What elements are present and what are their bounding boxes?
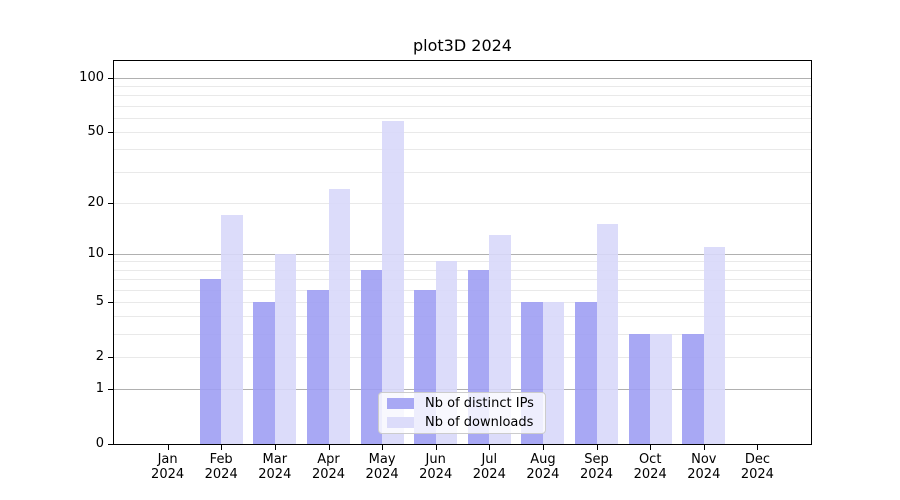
bar-distinct-ips: [682, 334, 704, 444]
bar-downloads: [542, 301, 565, 444]
y-tick-mark: [108, 389, 114, 390]
legend-item: Nb of downloads: [387, 415, 537, 430]
legend-swatch: [387, 398, 414, 409]
bar-distinct-ips: [575, 301, 597, 444]
x-tick-mark: [274, 444, 276, 450]
x-axis-tick-label: Apr 2024: [311, 452, 346, 482]
minor-gridline: [114, 149, 811, 151]
major-gridline: [114, 253, 811, 255]
x-tick-mark: [703, 444, 705, 450]
x-axis-tick-label: Jul 2024: [472, 452, 506, 482]
x-tick-mark: [542, 444, 544, 450]
minor-gridline: [114, 132, 811, 134]
bar-distinct-ips: [253, 301, 275, 444]
bar-downloads: [596, 224, 618, 444]
x-tick-mark: [382, 444, 384, 450]
minor-gridline: [114, 334, 811, 335]
minor-gridline: [114, 289, 811, 291]
bar-downloads: [221, 214, 243, 444]
x-axis-tick-label: Oct 2024: [633, 452, 667, 482]
major-gridline: [114, 77, 811, 79]
bar-downloads: [328, 188, 350, 444]
y-tick-mark: [108, 444, 114, 445]
x-axis-tick-label: Dec 2024: [740, 452, 774, 482]
minor-gridline: [114, 95, 811, 97]
x-axis-tick-label: Sep 2024: [579, 452, 614, 482]
bar-downloads: [382, 120, 404, 444]
y-axis-tick-label: 50: [87, 124, 104, 140]
bar-distinct-ips: [360, 269, 383, 444]
y-axis-tick-label: 100: [79, 69, 104, 85]
minor-gridline: [114, 86, 811, 88]
y-axis-tick-label: 10: [87, 245, 104, 261]
legend-swatch: [387, 417, 414, 428]
minor-gridline: [114, 105, 811, 107]
x-tick-mark: [328, 444, 330, 450]
x-axis-tick-label: Nov 2024: [687, 452, 721, 482]
minor-gridline: [114, 269, 811, 271]
y-tick-mark: [108, 253, 114, 255]
bar-downloads: [489, 234, 511, 444]
y-tick-mark: [108, 202, 114, 204]
legend-label: Nb of downloads: [425, 415, 534, 430]
x-tick-mark: [650, 444, 652, 450]
y-tick-mark: [108, 301, 114, 303]
bar-distinct-ips: [307, 289, 329, 444]
minor-gridline: [114, 117, 811, 119]
x-tick-mark: [221, 444, 223, 450]
x-tick-mark: [435, 444, 437, 450]
x-axis-tick-label: Jun 2024: [419, 452, 453, 482]
bar-downloads: [703, 246, 726, 444]
x-tick-mark: [167, 444, 169, 450]
y-tick-mark: [108, 77, 114, 79]
bar-downloads: [274, 253, 297, 444]
minor-gridline: [114, 171, 811, 173]
bar-distinct-ips: [628, 334, 651, 444]
y-axis-tick-label: 0: [95, 436, 104, 451]
x-axis-tick-label: Mar 2024: [258, 452, 292, 482]
x-axis-tick-label: Jan 2024: [151, 452, 185, 482]
chart-title: plot3D 2024: [413, 36, 512, 55]
bar-distinct-ips: [199, 279, 222, 444]
x-axis-tick-label: May 2024: [365, 452, 399, 482]
minor-gridline: [114, 202, 811, 204]
minor-gridline: [114, 316, 811, 318]
major-gridline: [114, 389, 811, 390]
y-tick-mark: [108, 356, 114, 358]
legend: Nb of distinct IPs Nb of downloads: [378, 392, 546, 434]
legend-label: Nb of distinct IPs: [425, 396, 534, 411]
minor-gridline: [114, 279, 811, 281]
y-axis-tick-label: 2: [95, 348, 104, 364]
y-axis-tick-label: 5: [95, 293, 104, 309]
y-tick-mark: [108, 132, 114, 134]
x-axis-tick-label: Aug 2024: [526, 452, 560, 482]
x-tick-mark: [596, 444, 598, 450]
minor-gridline: [114, 261, 811, 263]
legend-item: Nb of distinct IPs: [387, 396, 537, 411]
x-tick-mark: [757, 444, 759, 450]
bar-downloads: [650, 334, 672, 444]
y-axis-tick-label: 1: [95, 381, 104, 396]
x-tick-mark: [489, 444, 491, 450]
x-axis-tick-label: Feb 2024: [204, 452, 238, 482]
minor-gridline: [114, 301, 811, 303]
minor-gridline: [114, 356, 811, 358]
y-axis-tick-label: 20: [87, 194, 104, 210]
